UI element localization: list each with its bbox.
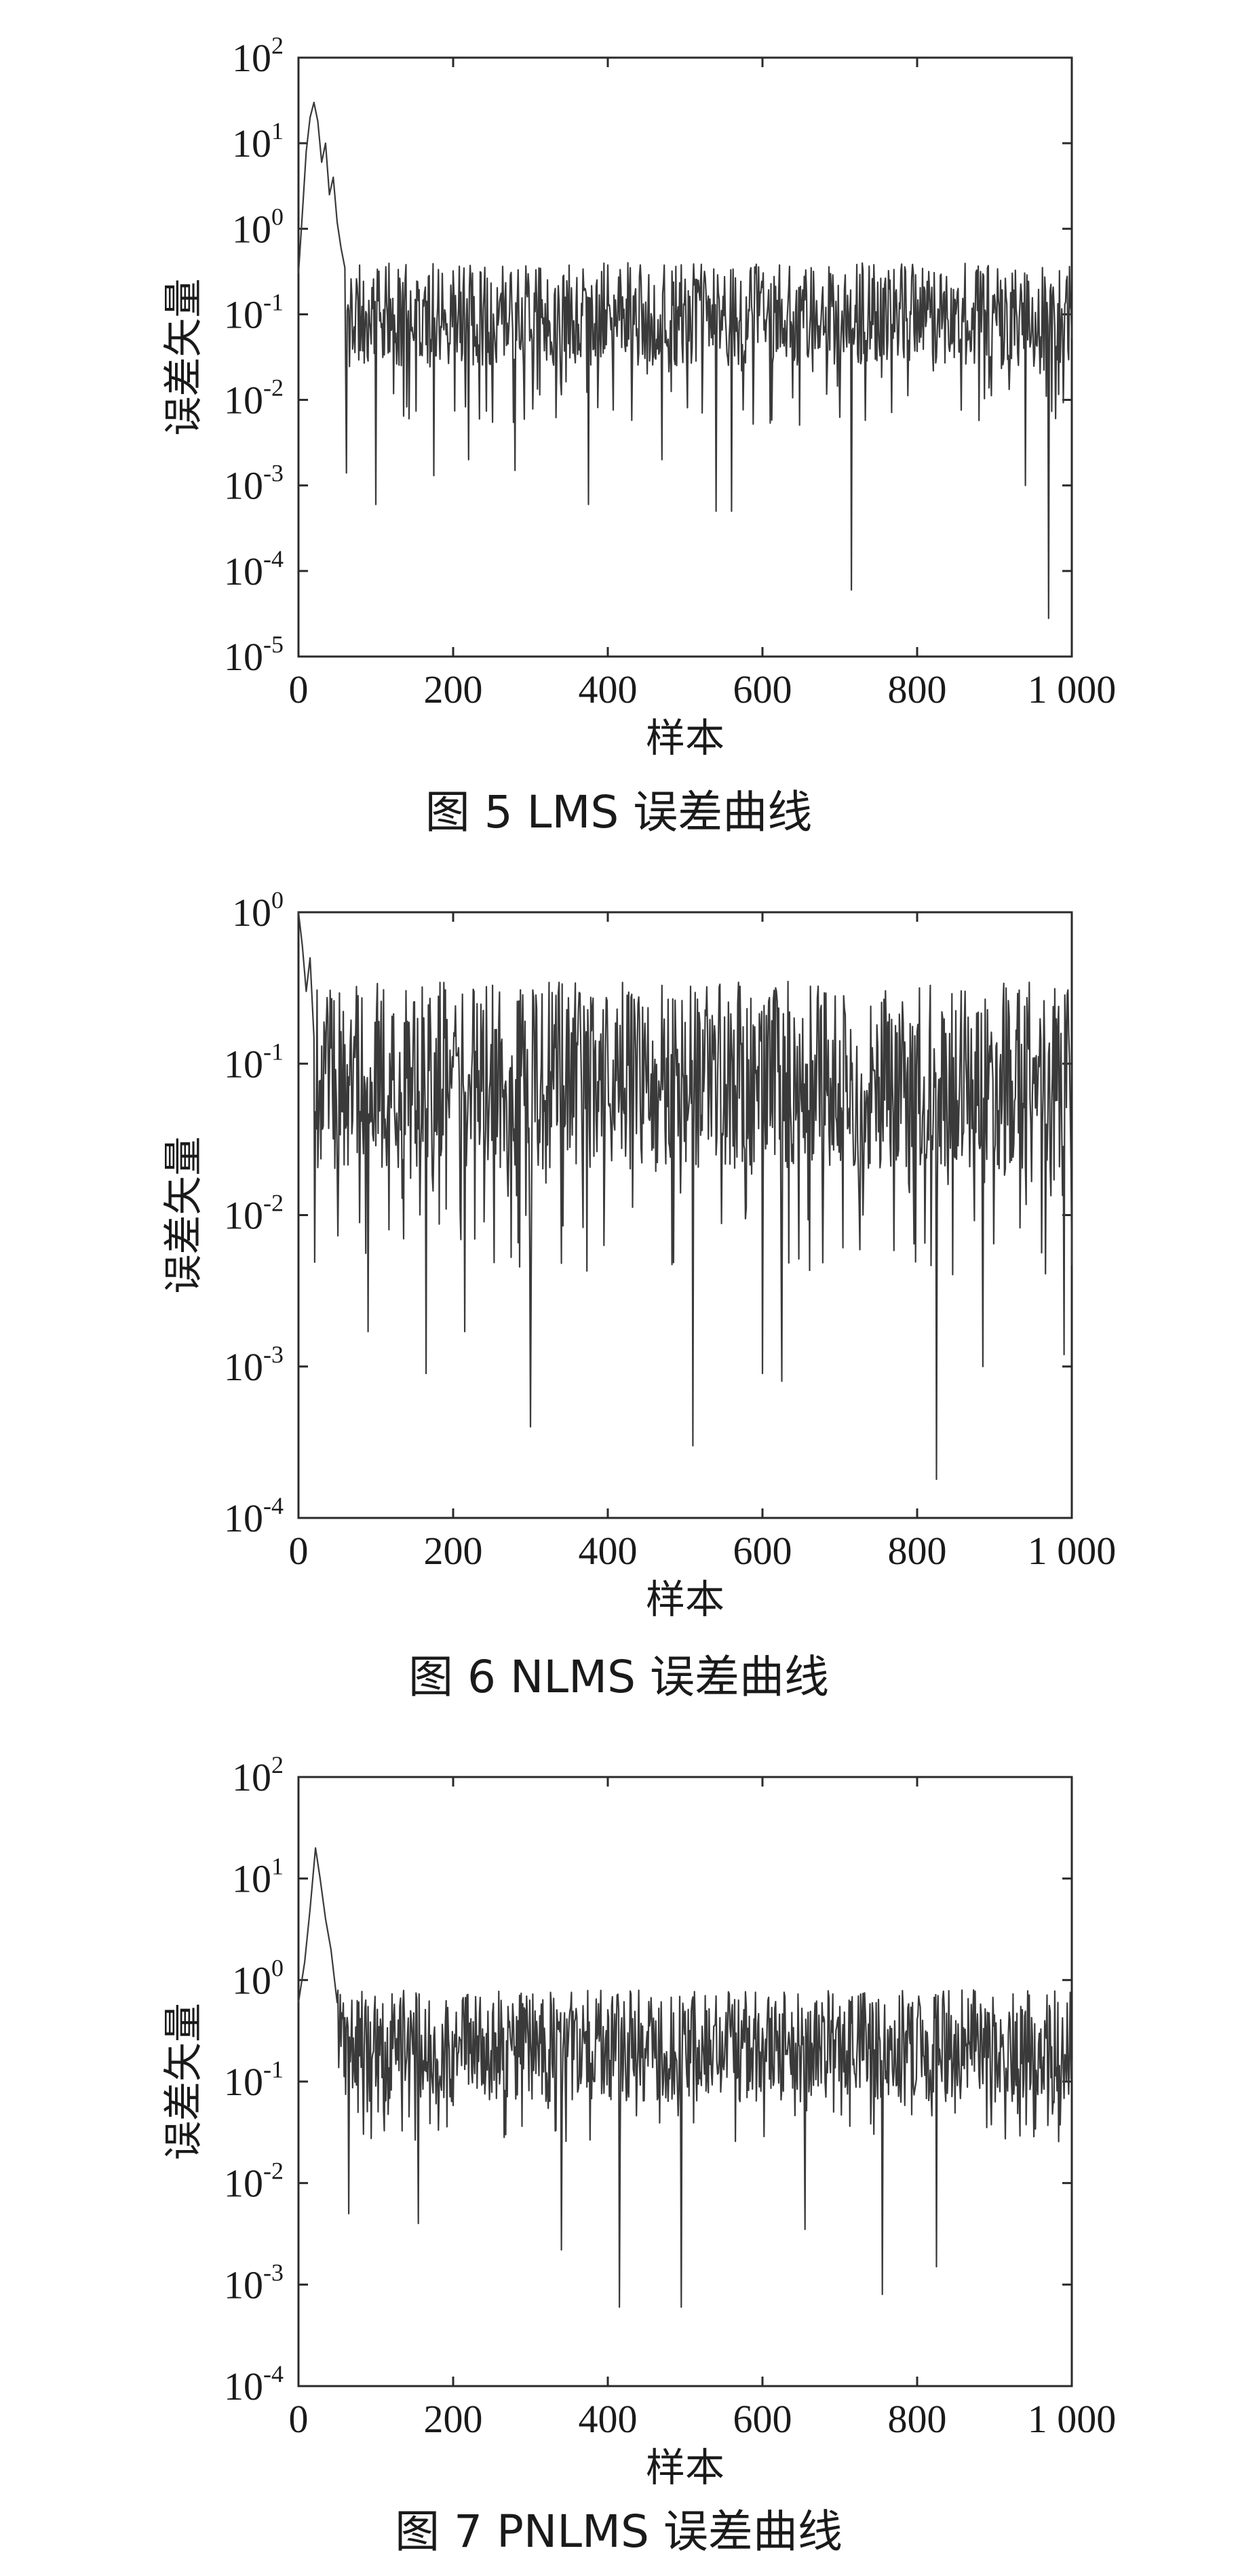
x-tick-label: 800 [888,667,947,711]
y-tick-label: 10-1 [224,2056,284,2104]
x-tick-label: 0 [289,1529,309,1573]
x-tick-label: 600 [733,1529,792,1573]
y-tick-label: 10-3 [224,1341,284,1389]
x-tick-label: 400 [579,2397,638,2441]
error-series-line [297,1847,1073,2308]
x-axis-label: 样本 [646,2444,724,2491]
chart-7: 0 200 400 600 800 1 000 10-4 10-3 10-2 10-1 100 101… [160,1751,1116,2558]
x-tick-label: 200 [424,667,483,711]
x-tick-label: 1 000 [1028,1529,1117,1573]
y-tick-label: 102 [232,1751,284,1799]
y-tick-label: 102 [232,32,284,80]
y-tick-label: 100 [232,203,284,251]
y-axis-label: 误差矢量 [160,1136,206,1293]
y-tick-label: 10-2 [224,1190,284,1238]
x-tick-label: 1 000 [1028,667,1117,711]
x-tick-label: 400 [579,1529,638,1573]
x-axis-label: 样本 [646,715,724,761]
figure-caption: 图 7 PNLMS 误差曲线 [395,2505,843,2558]
y-tick-label: 10-3 [224,2259,284,2307]
plot-frame [297,56,1073,658]
y-tick-label: 10-4 [224,1492,284,1540]
y-tick-label: 100 [232,1954,284,2002]
x-tick-label: 0 [289,2397,309,2441]
y-tick-label: 10-4 [224,545,284,593]
error-series-line [297,912,1073,1481]
chart-5: 0 200 400 600 800 1 000 10-5 10-4 10-3 10-2 10-1 10… [160,32,1116,838]
x-tick-label: 800 [888,2397,947,2441]
y-tick-label: 10-1 [224,288,284,336]
x-axis-label: 样本 [646,1576,724,1622]
y-tick-label: 10-4 [224,2360,284,2408]
x-tick-label: 800 [888,1529,947,1573]
y-tick-label: 101 [232,1853,284,1901]
y-tick-label: 10-3 [224,460,284,508]
y-tick-label: 10-1 [224,1038,284,1086]
y-tick-label: 101 [232,117,284,165]
y-axis-label: 误差矢量 [160,278,206,435]
y-tick-label: 100 [232,886,284,935]
x-tick-label: 600 [733,2397,792,2441]
chart-6: 0 200 400 600 800 1 000 10-4 10-3 10-2 10-1 100 样本 误… [160,886,1116,1703]
x-tick-label: 1 000 [1028,2397,1117,2441]
x-tick-label: 600 [733,667,792,711]
y-tick-label: 10-2 [224,2158,284,2206]
y-axis-label: 误差矢量 [160,2003,206,2160]
x-tick-label: 200 [424,1529,483,1573]
figure-caption: 图 5 LMS 误差曲线 [425,786,813,838]
x-tick-label: 200 [424,2397,483,2441]
x-tick-label: 0 [289,667,309,711]
figure-caption: 图 6 NLMS 误差曲线 [408,1651,829,1703]
y-tick-label: 10-5 [224,631,284,679]
y-tick-label: 10-2 [224,374,284,423]
x-tick-label: 400 [579,667,638,711]
error-series-line [297,101,1073,619]
